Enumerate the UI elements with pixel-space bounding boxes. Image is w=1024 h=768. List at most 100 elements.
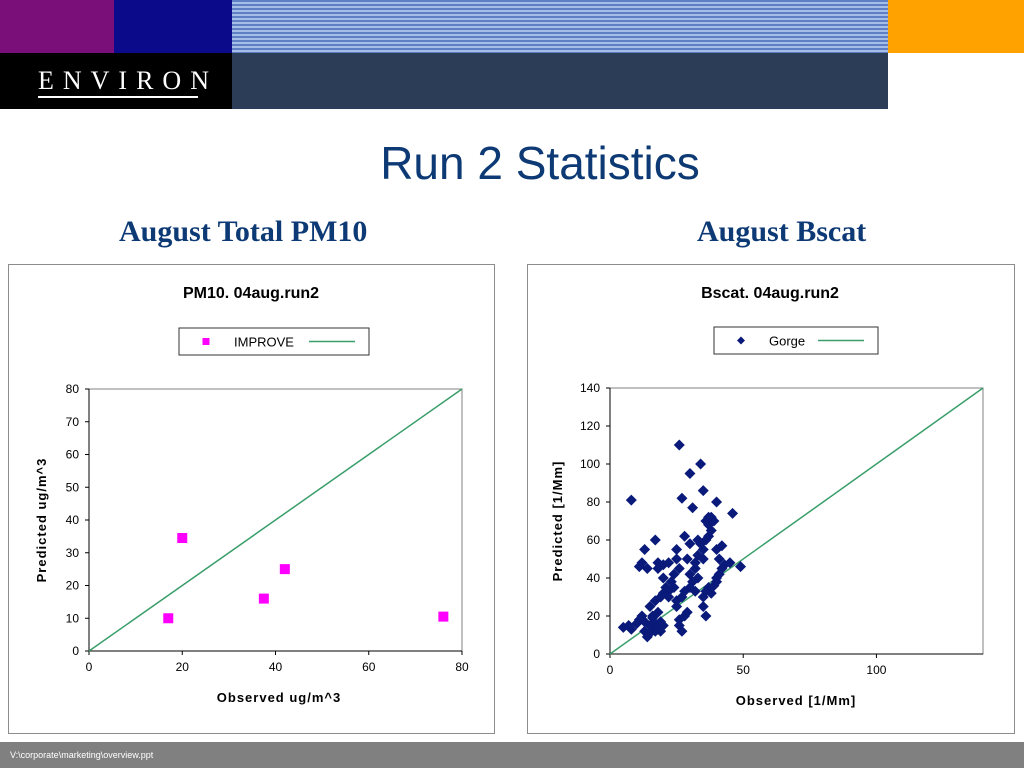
x-tick-label: 0 — [86, 660, 93, 674]
data-point — [636, 557, 648, 569]
chart-title: Bscat. 04aug.run2 — [701, 285, 839, 302]
x-tick-label: 80 — [455, 660, 469, 674]
data-point — [438, 611, 449, 622]
data-point — [655, 625, 667, 637]
y-tick-label: 120 — [580, 419, 600, 433]
y-axis-label: Predicted ug/m^3 — [34, 458, 49, 583]
y-tick-label: 10 — [66, 611, 80, 625]
y-tick-label: 60 — [587, 533, 601, 547]
data-point — [700, 515, 712, 527]
chart-title: PM10. 04aug.run2 — [183, 285, 319, 302]
y-axis-label: Predicted [1/Mm] — [550, 461, 565, 582]
chart-panel-bscat: Bscat. 04aug.run2 Gorge 0 20 40 60 80 100 120 140… — [527, 264, 1015, 734]
data-point — [668, 568, 680, 580]
data-point — [689, 585, 701, 597]
logo-underline — [38, 96, 198, 98]
data-point — [644, 627, 656, 639]
y-tick-label: 80 — [587, 495, 601, 509]
legend-label: Gorge — [769, 334, 805, 349]
data-point — [673, 563, 685, 574]
data-point — [652, 563, 664, 574]
data-point — [639, 616, 651, 628]
data-point — [692, 534, 704, 546]
data-point — [636, 610, 648, 622]
x-tick-label: 20 — [176, 660, 190, 674]
data-point — [703, 511, 715, 523]
data-point — [258, 593, 269, 604]
data-point — [647, 610, 659, 622]
data-point — [684, 568, 696, 580]
logo-area — [0, 53, 232, 109]
data-point — [681, 606, 693, 618]
chart-subtitle-left: August Total PM10 — [119, 215, 368, 248]
data-point — [663, 557, 675, 569]
legend-marker — [202, 338, 210, 345]
data-point — [671, 601, 683, 612]
pm10-scatter-chart: PM10. 04aug.run2 IMPROVE 0 10 20 30 40 50 60 70 80… — [34, 285, 469, 705]
one-to-one-line — [88, 388, 463, 652]
data-point — [655, 616, 667, 628]
data-point — [671, 544, 683, 555]
data-point — [644, 601, 656, 612]
x-tick-label: 60 — [362, 660, 376, 674]
data-point — [692, 549, 704, 561]
data-point — [697, 601, 709, 612]
y-tick-label: 20 — [587, 609, 601, 623]
data-point — [687, 502, 699, 514]
y-tick-label: 20 — [66, 579, 80, 593]
data-point — [724, 557, 736, 569]
data-point — [668, 582, 680, 593]
footer-file-path: V:\corporate\marketing\overview.ppt — [10, 750, 154, 760]
header-band-purple — [0, 0, 114, 53]
header-band-orange — [888, 0, 1024, 53]
data-point — [652, 557, 664, 569]
data-point — [625, 494, 637, 506]
data-point — [735, 561, 747, 573]
y-tick-label: 40 — [66, 513, 80, 527]
data-point — [641, 563, 653, 574]
data-point — [689, 563, 701, 574]
data-point — [673, 439, 685, 451]
data-point — [657, 620, 669, 631]
one-to-one-line — [609, 387, 984, 655]
y-tick-label: 60 — [66, 448, 80, 462]
header-band-striped — [232, 0, 888, 53]
data-point — [679, 530, 691, 542]
y-tick-label: 140 — [580, 381, 600, 395]
y-tick-label: 40 — [587, 571, 601, 585]
y-tick-label: 50 — [66, 480, 80, 494]
data-point — [657, 572, 669, 584]
chart-panel-pm10: PM10. 04aug.run2 IMPROVE 0 10 20 30 40 50 60 70 80… — [8, 264, 495, 734]
data-point — [279, 564, 290, 575]
data-point — [684, 538, 696, 550]
x-tick-label: 0 — [607, 663, 614, 677]
y-tick-label: 30 — [66, 546, 80, 560]
data-point — [676, 492, 688, 504]
data-point — [697, 553, 709, 565]
company-logo: ENVIRON — [38, 66, 218, 95]
x-tick-label: 40 — [269, 660, 283, 674]
chart-subtitle-right: August Bscat — [697, 215, 867, 248]
data-point — [639, 544, 651, 555]
data-point — [633, 561, 645, 573]
data-point — [713, 553, 725, 565]
data-point — [684, 582, 696, 593]
data-point — [711, 496, 723, 508]
y-tick-label: 0 — [72, 644, 79, 658]
data-point — [625, 623, 637, 635]
data-point — [716, 563, 728, 574]
legend-marker — [737, 336, 745, 345]
data-point — [700, 610, 712, 622]
data-point — [649, 534, 661, 546]
x-axis-label: Observed [1/Mm] — [736, 693, 856, 708]
data-point — [692, 572, 704, 584]
x-tick-label: 50 — [737, 663, 751, 677]
y-tick-label: 70 — [66, 415, 80, 429]
data-point — [660, 582, 672, 593]
data-point — [695, 458, 707, 470]
bscat-scatter-chart: Bscat. 04aug.run2 Gorge 0 20 40 60 80 100 120 140… — [550, 285, 984, 708]
data-point — [623, 620, 635, 631]
data-point — [700, 534, 712, 546]
legend-label: IMPROVE — [234, 335, 294, 350]
data-point — [700, 585, 712, 597]
